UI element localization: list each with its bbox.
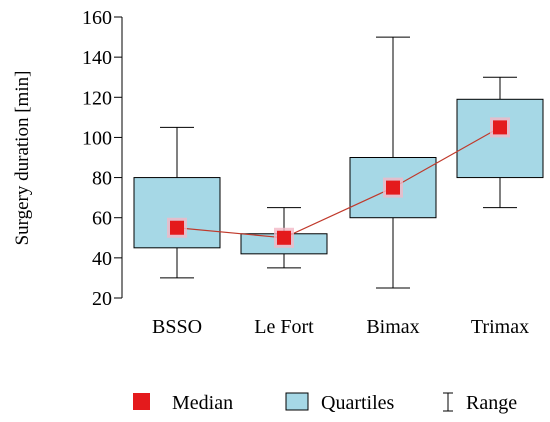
box-bsso: [133, 126, 221, 279]
legend-item-range: Range: [443, 392, 517, 414]
median-marker: [277, 230, 291, 245]
x-axis-labels: BSSO Le Fort Bimax Trimax: [152, 316, 529, 338]
y-tick-label-120: 120: [82, 87, 112, 109]
y-tick-label-160: 160: [82, 7, 112, 29]
x-label-le-fort: Le Fort: [254, 316, 314, 338]
legend-item-quartiles: Quartiles: [285, 392, 395, 414]
y-axis: 20 40 60 80 100 120 140 160: [82, 7, 123, 310]
median-line: [176, 126, 501, 239]
x-label-bsso: BSSO: [152, 316, 202, 338]
legend-label-range: Range: [466, 392, 517, 414]
legend-label-median: Median: [172, 392, 233, 414]
y-tick-label-40: 40: [92, 248, 112, 270]
y-tick-label-80: 80: [92, 168, 112, 190]
x-label-bimax: Bimax: [366, 316, 419, 338]
box-trimax: [456, 76, 544, 209]
box-bimax: [349, 36, 437, 289]
legend-label-quartiles: Quartiles: [321, 392, 395, 414]
median-marker: [493, 120, 507, 135]
median-marker: [170, 220, 184, 235]
y-tick-label-60: 60: [92, 208, 112, 230]
y-tick-label-100: 100: [82, 127, 112, 149]
legend: Median Quartiles Range: [133, 392, 517, 414]
median-marker: [386, 180, 400, 195]
y-tick-label-140: 140: [82, 47, 112, 69]
legend-swatch-quartiles: [285, 392, 309, 411]
legend-swatch-median: [133, 393, 150, 410]
x-label-trimax: Trimax: [471, 316, 529, 338]
y-tick-label-20: 20: [92, 288, 112, 310]
quartile-box: [456, 98, 544, 179]
y-axis-title: Surgery duration [min]: [12, 71, 33, 246]
median-series: [167, 117, 510, 248]
legend-item-median: Median: [133, 392, 233, 414]
box-plot-group: [133, 36, 544, 289]
